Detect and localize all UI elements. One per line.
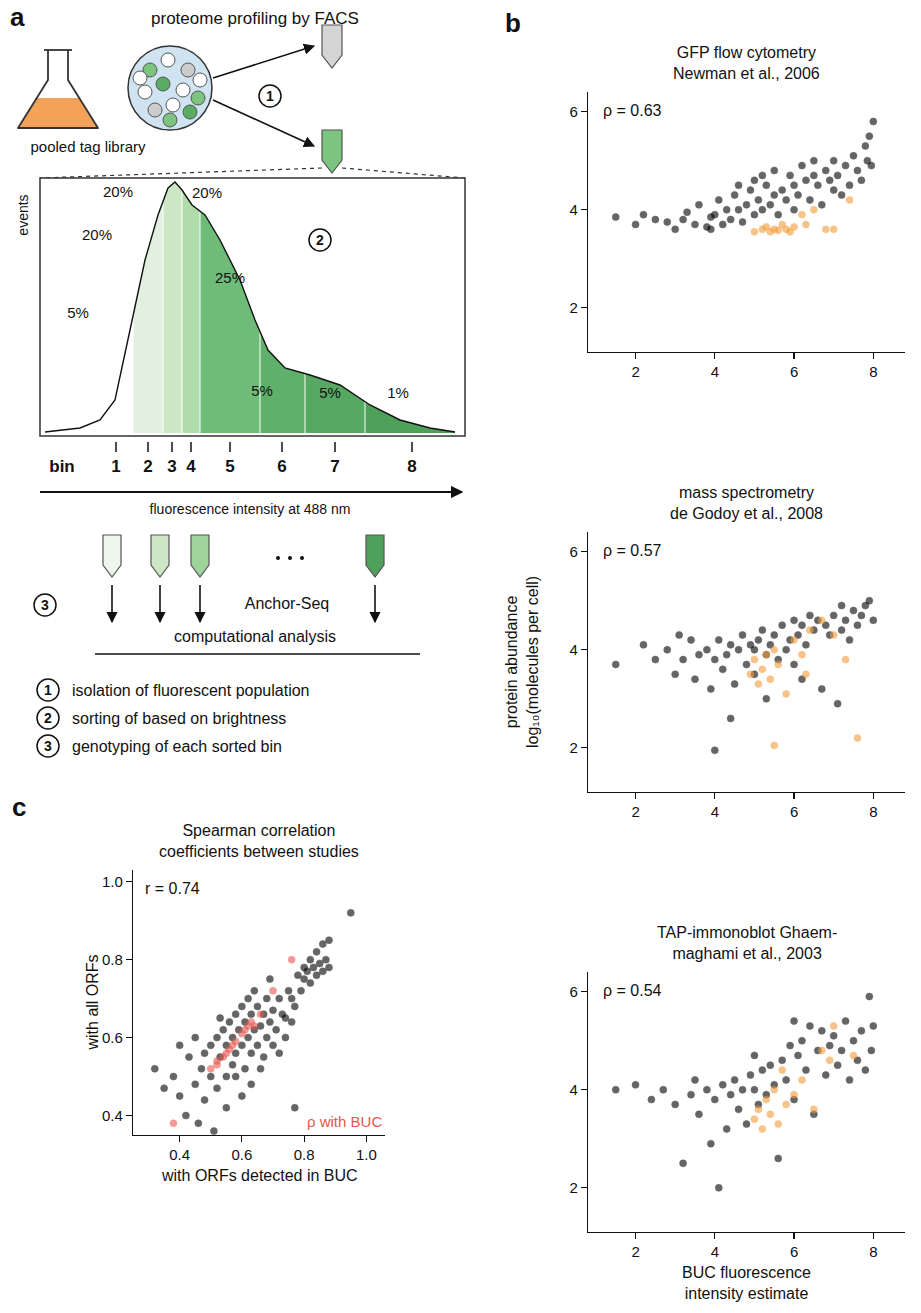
svg-text:4: 4 <box>569 201 577 218</box>
svg-text:2: 2 <box>44 710 52 726</box>
svg-text:b: b <box>505 8 521 38</box>
svg-text:mass spectrometryde Godoy et a: mass spectrometryde Godoy et al., 2008 <box>670 484 823 522</box>
svg-text:ρ = 0.63: ρ = 0.63 <box>603 102 662 119</box>
svg-text:2: 2 <box>569 739 577 756</box>
svg-text:6: 6 <box>569 983 577 1000</box>
svg-text:5: 5 <box>225 457 234 476</box>
svg-text:2: 2 <box>631 803 639 820</box>
svg-text:2: 2 <box>143 457 152 476</box>
svg-text:ρ = 0.54: ρ = 0.54 <box>603 982 662 999</box>
svg-text:fluorescence intensity at 488: fluorescence intensity at 488 nm <box>150 501 351 517</box>
svg-text:with ORFs detected in BUC: with ORFs detected in BUC <box>161 1167 358 1184</box>
svg-text:GFP flow cytometryNewman et al: GFP flow cytometryNewman et al., 2006 <box>673 44 820 82</box>
svg-text:ρ = 0.57: ρ = 0.57 <box>603 542 662 559</box>
svg-text:r = 0.74: r = 0.74 <box>145 880 200 897</box>
svg-text:0.4: 0.4 <box>102 1107 123 1124</box>
svg-text:pooled tag library: pooled tag library <box>30 138 146 155</box>
svg-text:6: 6 <box>790 803 798 820</box>
svg-text:Spearman correlationcoefficien: Spearman correlationcoefficients between… <box>159 822 359 860</box>
svg-text:2: 2 <box>316 232 324 248</box>
svg-text:5%: 5% <box>319 384 341 401</box>
svg-text:2: 2 <box>569 1179 577 1196</box>
svg-text:4: 4 <box>569 641 577 658</box>
svg-text:2: 2 <box>631 363 639 380</box>
svg-text:Anchor-Seq: Anchor-Seq <box>245 595 330 612</box>
svg-text:6: 6 <box>569 543 577 560</box>
svg-text:ρ with BUC: ρ with BUC <box>307 1113 382 1130</box>
svg-text:1.0: 1.0 <box>102 873 123 890</box>
svg-text:4: 4 <box>186 457 196 476</box>
svg-text:c: c <box>12 792 26 822</box>
svg-text:a: a <box>10 2 25 32</box>
svg-text:genotyping of each sorted bin: genotyping of each sorted bin <box>72 738 282 755</box>
svg-text:4: 4 <box>711 1243 719 1260</box>
svg-text:protein abundancelog₁₀(molecul: protein abundancelog₁₀(molecules per cel… <box>503 576 541 748</box>
svg-text:20%: 20% <box>82 226 112 243</box>
svg-text:events: events <box>15 194 31 235</box>
svg-text:1.0: 1.0 <box>356 1146 377 1163</box>
svg-text:sorting of based on brightness: sorting of based on brightness <box>72 710 286 727</box>
svg-text:1: 1 <box>111 457 120 476</box>
svg-text:8: 8 <box>869 363 877 380</box>
svg-text:bin: bin <box>49 457 75 476</box>
svg-text:3: 3 <box>41 597 49 613</box>
svg-text:4: 4 <box>711 803 719 820</box>
svg-text:6: 6 <box>790 363 798 380</box>
svg-text:1%: 1% <box>387 384 409 401</box>
svg-text:0.8: 0.8 <box>102 951 123 968</box>
svg-text:6: 6 <box>569 103 577 120</box>
svg-text:6: 6 <box>277 457 286 476</box>
svg-text:1: 1 <box>44 682 52 698</box>
svg-text:0.4: 0.4 <box>169 1146 190 1163</box>
svg-text:2: 2 <box>569 299 577 316</box>
svg-text:20%: 20% <box>103 183 133 200</box>
svg-text:5%: 5% <box>67 304 89 321</box>
svg-text:5%: 5% <box>251 382 273 399</box>
svg-text:4: 4 <box>569 1081 577 1098</box>
svg-text:proteome profiling by FACS: proteome profiling by FACS <box>151 9 359 28</box>
svg-text:computational analysis: computational analysis <box>174 628 336 645</box>
svg-text:4: 4 <box>711 363 719 380</box>
svg-text:8: 8 <box>869 803 877 820</box>
svg-text:0.8: 0.8 <box>294 1146 315 1163</box>
svg-text:20%: 20% <box>192 184 222 201</box>
svg-text:TAP-immonoblot Ghaem-maghami e: TAP-immonoblot Ghaem-maghami et al., 200… <box>657 924 837 962</box>
svg-text:isolation of fluorescent popul: isolation of fluorescent population <box>72 682 310 699</box>
svg-text:1: 1 <box>266 88 274 104</box>
svg-text:3: 3 <box>44 738 52 754</box>
svg-text:25%: 25% <box>215 269 245 286</box>
svg-text:8: 8 <box>407 457 416 476</box>
svg-text:with all ORFs: with all ORFs <box>84 954 101 1050</box>
svg-text:6: 6 <box>790 1243 798 1260</box>
svg-text:8: 8 <box>869 1243 877 1260</box>
svg-text:3: 3 <box>167 457 176 476</box>
svg-text:BUC fluorescenceintensity esti: BUC fluorescenceintensity estimate <box>682 1264 811 1302</box>
svg-text:0.6: 0.6 <box>231 1146 252 1163</box>
svg-text:2: 2 <box>631 1243 639 1260</box>
svg-text:0.6: 0.6 <box>102 1029 123 1046</box>
svg-text:7: 7 <box>330 457 339 476</box>
